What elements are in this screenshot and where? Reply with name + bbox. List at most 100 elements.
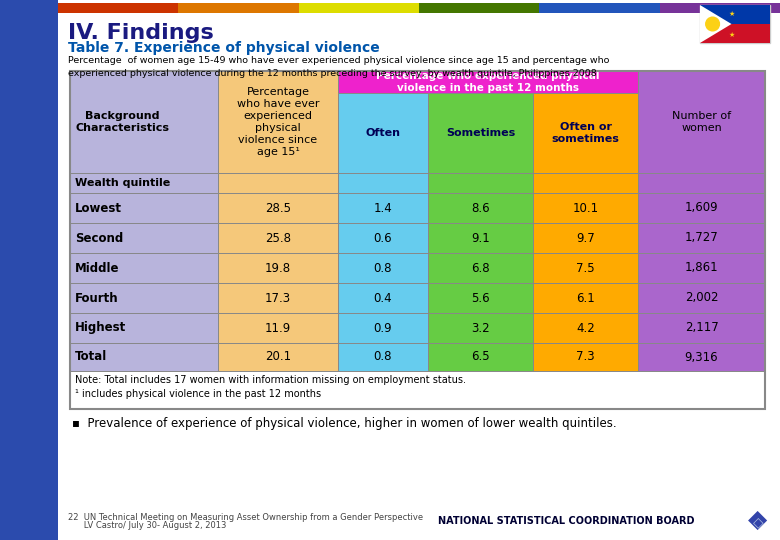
- FancyBboxPatch shape: [70, 223, 218, 253]
- Text: 6.1: 6.1: [576, 292, 595, 305]
- FancyBboxPatch shape: [638, 71, 765, 173]
- Text: 20.1: 20.1: [265, 350, 291, 363]
- Text: 0.8: 0.8: [374, 261, 392, 274]
- FancyBboxPatch shape: [338, 343, 428, 371]
- Text: 17.3: 17.3: [265, 292, 291, 305]
- FancyBboxPatch shape: [700, 5, 770, 43]
- FancyBboxPatch shape: [70, 71, 218, 173]
- Text: Often or
sometimes: Often or sometimes: [551, 122, 619, 144]
- FancyBboxPatch shape: [533, 93, 638, 173]
- FancyBboxPatch shape: [218, 253, 338, 283]
- Text: 5.6: 5.6: [471, 292, 490, 305]
- FancyBboxPatch shape: [338, 313, 428, 343]
- FancyBboxPatch shape: [533, 173, 638, 193]
- Text: 7.5: 7.5: [576, 261, 595, 274]
- FancyBboxPatch shape: [700, 5, 770, 24]
- Text: Often: Often: [366, 128, 400, 138]
- Text: 0.9: 0.9: [374, 321, 392, 334]
- Text: ★: ★: [729, 31, 735, 38]
- Text: 0.8: 0.8: [374, 350, 392, 363]
- Text: Middle: Middle: [75, 261, 119, 274]
- FancyBboxPatch shape: [70, 343, 218, 371]
- FancyBboxPatch shape: [0, 130, 80, 450]
- FancyBboxPatch shape: [660, 3, 780, 13]
- FancyBboxPatch shape: [428, 313, 533, 343]
- FancyBboxPatch shape: [70, 253, 218, 283]
- Text: 6.8: 6.8: [471, 261, 490, 274]
- FancyBboxPatch shape: [533, 313, 638, 343]
- Text: 1,727: 1,727: [685, 232, 718, 245]
- FancyBboxPatch shape: [218, 313, 338, 343]
- Text: ◇: ◇: [753, 515, 764, 529]
- FancyBboxPatch shape: [58, 3, 179, 13]
- Text: 11.9: 11.9: [265, 321, 291, 334]
- FancyBboxPatch shape: [338, 173, 428, 193]
- FancyBboxPatch shape: [533, 223, 638, 253]
- FancyBboxPatch shape: [428, 93, 533, 173]
- Text: 0.6: 0.6: [374, 232, 392, 245]
- Text: 22  UN Technical Meeting on Measuring Asset Ownership from a Gender Perspective: 22 UN Technical Meeting on Measuring Ass…: [68, 513, 423, 522]
- Text: Percentage
who have ever
experienced
physical
violence since
age 15¹: Percentage who have ever experienced phy…: [237, 87, 319, 157]
- FancyBboxPatch shape: [338, 193, 428, 223]
- FancyBboxPatch shape: [638, 173, 765, 193]
- Text: ▪  Prevalence of experience of physical violence, higher in women of lower wealt: ▪ Prevalence of experience of physical v…: [72, 417, 617, 430]
- FancyBboxPatch shape: [218, 343, 338, 371]
- Text: Wealth quintile: Wealth quintile: [75, 178, 170, 188]
- Text: 0.4: 0.4: [374, 292, 392, 305]
- Text: 19.8: 19.8: [265, 261, 291, 274]
- Text: 9.1: 9.1: [471, 232, 490, 245]
- Text: Total: Total: [75, 350, 108, 363]
- Text: Second: Second: [75, 232, 123, 245]
- FancyBboxPatch shape: [533, 193, 638, 223]
- FancyBboxPatch shape: [218, 193, 338, 223]
- Text: IV. Findings: IV. Findings: [68, 23, 214, 43]
- Text: 1,609: 1,609: [685, 201, 718, 214]
- FancyBboxPatch shape: [179, 3, 299, 13]
- Text: ◆: ◆: [748, 508, 768, 532]
- FancyBboxPatch shape: [218, 283, 338, 313]
- Text: Background
Characteristics: Background Characteristics: [75, 111, 169, 133]
- FancyBboxPatch shape: [299, 3, 419, 13]
- Text: 25.8: 25.8: [265, 232, 291, 245]
- Text: NATIONAL STATISTICAL COORDINATION BOARD: NATIONAL STATISTICAL COORDINATION BOARD: [438, 516, 695, 526]
- FancyBboxPatch shape: [638, 283, 765, 313]
- FancyBboxPatch shape: [638, 253, 765, 283]
- Text: 10.1: 10.1: [573, 201, 598, 214]
- FancyBboxPatch shape: [428, 173, 533, 193]
- FancyBboxPatch shape: [428, 343, 533, 371]
- Text: Highest: Highest: [75, 321, 126, 334]
- Text: Lowest: Lowest: [75, 201, 122, 214]
- FancyBboxPatch shape: [419, 3, 539, 13]
- FancyBboxPatch shape: [428, 253, 533, 283]
- FancyBboxPatch shape: [70, 313, 218, 343]
- FancyBboxPatch shape: [533, 253, 638, 283]
- FancyBboxPatch shape: [58, 13, 780, 540]
- Text: 1,861: 1,861: [685, 261, 718, 274]
- FancyBboxPatch shape: [338, 283, 428, 313]
- Text: 9.7: 9.7: [576, 232, 595, 245]
- Text: 1.4: 1.4: [374, 201, 392, 214]
- FancyBboxPatch shape: [218, 71, 338, 173]
- Text: Note: Total includes 17 women with information missing on employment status.
¹ i: Note: Total includes 17 women with infor…: [75, 375, 466, 399]
- FancyBboxPatch shape: [638, 223, 765, 253]
- FancyBboxPatch shape: [70, 173, 218, 193]
- FancyBboxPatch shape: [533, 343, 638, 371]
- FancyBboxPatch shape: [428, 223, 533, 253]
- Text: ★: ★: [729, 10, 735, 16]
- Text: 9,316: 9,316: [685, 350, 718, 363]
- Circle shape: [706, 17, 719, 31]
- Text: 7.3: 7.3: [576, 350, 595, 363]
- FancyBboxPatch shape: [70, 283, 218, 313]
- FancyBboxPatch shape: [338, 93, 428, 173]
- Text: 4.2: 4.2: [576, 321, 595, 334]
- Text: Sometimes: Sometimes: [446, 128, 515, 138]
- FancyBboxPatch shape: [218, 223, 338, 253]
- Text: ★: ★: [711, 21, 717, 27]
- Polygon shape: [700, 5, 732, 43]
- Text: Percentage who experienced physical
violence in the past 12 months: Percentage who experienced physical viol…: [376, 71, 600, 93]
- Text: Fourth: Fourth: [75, 292, 119, 305]
- FancyBboxPatch shape: [70, 371, 765, 409]
- FancyBboxPatch shape: [0, 0, 58, 540]
- Text: Table 7. Experience of physical violence: Table 7. Experience of physical violence: [68, 41, 380, 55]
- FancyBboxPatch shape: [338, 223, 428, 253]
